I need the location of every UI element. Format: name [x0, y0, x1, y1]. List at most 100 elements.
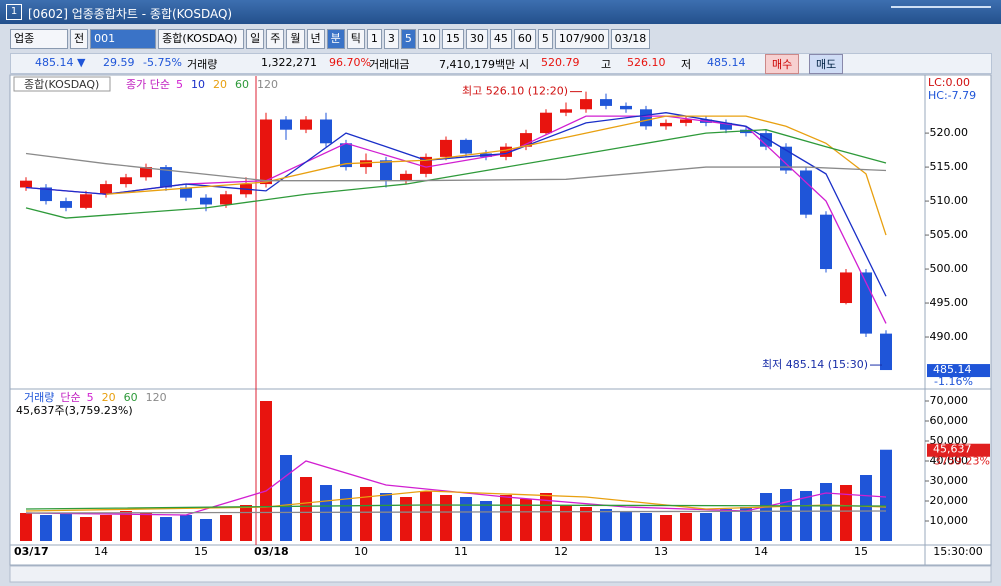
volume-bar	[560, 505, 572, 541]
y-tick-label: 490.00	[930, 330, 969, 343]
code-input[interactable]: 001	[90, 29, 157, 49]
panel-title: 종합(KOSDAQ)	[24, 78, 99, 91]
candle-body	[80, 194, 92, 208]
candle-body	[260, 119, 272, 185]
candle-body	[680, 119, 692, 123]
volume-bar	[780, 489, 792, 541]
y-tick-label: 505.00	[930, 228, 969, 241]
candle-body	[640, 109, 652, 127]
rate: -5.75%	[143, 56, 182, 69]
minute-button[interactable]: 45	[489, 29, 512, 49]
candle-body	[880, 333, 892, 371]
volume-bar	[80, 517, 92, 541]
period-button[interactable]: 월	[286, 29, 305, 49]
window-title: [0602] 업종종합차트 - 종합(KOSDAQ)	[28, 7, 233, 21]
legend-label: 단순	[60, 391, 80, 404]
volume-bar	[740, 507, 752, 541]
window-controls[interactable]	[891, 6, 991, 20]
candle-body	[20, 180, 32, 188]
y-tick-label: 50,000	[930, 434, 969, 447]
ma-line	[105, 115, 887, 236]
price: 485.14 ▼	[35, 56, 86, 69]
label: 시	[519, 58, 530, 71]
volume-bar	[820, 483, 832, 541]
legend-entry: 60	[124, 391, 138, 404]
y-tick-label: 515.00	[930, 160, 969, 173]
index-name: 종합(KOSDAQ)	[158, 29, 245, 49]
ma-line	[25, 115, 887, 324]
volume-bar	[280, 455, 292, 541]
period-button[interactable]: 년	[306, 29, 325, 49]
period-button[interactable]: 틱	[346, 29, 365, 49]
volume-bar	[400, 497, 412, 541]
volume-bar	[620, 511, 632, 541]
minute-button[interactable]: 3	[383, 29, 399, 49]
volume-bar	[20, 513, 32, 541]
candle-body	[120, 177, 132, 185]
x-tick-label: 13	[654, 545, 668, 558]
volume-bar	[580, 507, 592, 541]
y-tick-label: 40,000	[930, 454, 969, 467]
last-rate: -1.16%	[934, 375, 973, 388]
open: 520.79	[541, 56, 580, 69]
scrollbar[interactable]	[9, 565, 992, 583]
volume-bar	[360, 487, 372, 541]
candle-body	[300, 119, 312, 130]
ma-line	[25, 460, 887, 516]
minute-button[interactable]: 10	[417, 29, 440, 49]
buy-button[interactable]: 매수	[765, 54, 800, 74]
x-tick-label: 14	[94, 545, 108, 558]
volume-bar	[420, 491, 432, 541]
lc-label: LC:0.00	[928, 76, 970, 89]
x-tick-label: 15	[194, 545, 208, 558]
volume-bar	[880, 449, 892, 541]
x-tick-label: 14	[754, 545, 768, 558]
date-input[interactable]: 03/18	[610, 29, 651, 49]
period-button[interactable]: 주	[266, 29, 285, 49]
period-button[interactable]: 분	[326, 29, 345, 49]
volume-bar	[100, 515, 112, 541]
minute-button[interactable]: 5	[400, 29, 416, 49]
market-select[interactable]: 업종	[10, 29, 68, 49]
label: 고	[601, 58, 612, 71]
ma-line	[25, 152, 887, 182]
label: 저	[681, 58, 692, 71]
last-volume-box	[927, 443, 990, 457]
candle-body	[760, 133, 772, 147]
volume-bar	[720, 509, 732, 541]
candle-body	[280, 119, 292, 130]
legend-entry: 20	[102, 391, 116, 404]
candle-body	[220, 194, 232, 205]
candle-body	[340, 143, 352, 168]
volume-bar	[760, 493, 772, 541]
candle-body	[100, 184, 112, 195]
minute-button[interactable]: 60	[513, 29, 536, 49]
volume-bar	[120, 511, 132, 541]
minute-button[interactable]: 1	[366, 29, 382, 49]
legend-entry: 20	[213, 78, 227, 91]
volume-bar	[520, 499, 532, 541]
candle-body	[380, 160, 392, 181]
volume-bar	[800, 491, 812, 541]
y-tick-label: 30,000	[930, 474, 969, 487]
volume: 1,322,271	[261, 56, 317, 69]
legend-box	[13, 76, 111, 92]
scope[interactable]: 전	[70, 29, 89, 49]
candle-body	[320, 119, 332, 144]
legend-entry: 120	[257, 78, 278, 91]
minute-button[interactable]: 30	[465, 29, 488, 49]
candle-body	[660, 122, 672, 127]
volume-bar	[600, 509, 612, 541]
candle-body	[160, 167, 172, 188]
minute-button[interactable]: 15	[441, 29, 464, 49]
period-button[interactable]: 일	[246, 29, 265, 49]
interval-select[interactable]: 5	[537, 29, 553, 49]
ma-line	[25, 112, 887, 297]
candle-body	[740, 129, 752, 134]
y-tick-label: 10,000	[930, 514, 969, 527]
volume-bar	[460, 497, 472, 541]
volume-header: 45,637주(3,759.23%)	[16, 404, 133, 417]
count[interactable]: 107/900	[554, 29, 609, 49]
sell-button[interactable]: 매도	[809, 54, 844, 74]
